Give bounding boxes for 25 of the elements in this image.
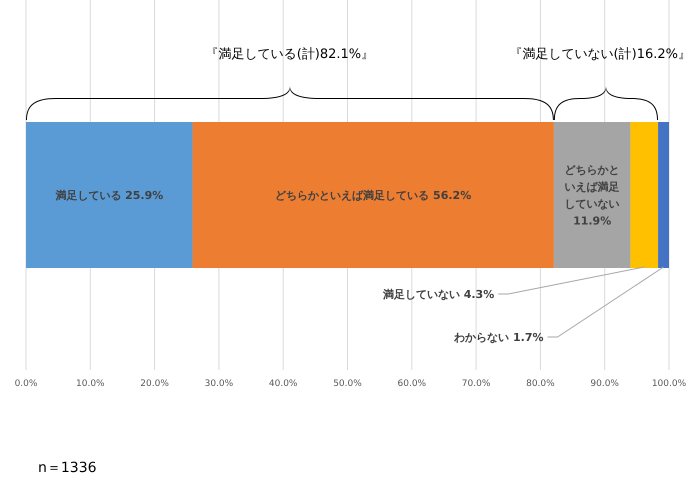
x-tick-label: 30.0% [204,379,234,389]
x-tick-label: 50.0% [333,379,362,389]
data-label: 11.9% [573,214,612,228]
text: n＝1336 [38,460,97,476]
bar [658,122,669,268]
annotation: 『満足していない(計)16.2%』 [510,47,691,62]
x-tick-label: 10.0% [76,379,106,389]
text: 満足している 25.9% [55,189,164,202]
x-tick-label: 80.0% [526,379,556,389]
bar [26,122,193,268]
annotation: 『満足している(計)82.1%』 [206,47,374,62]
x-tick-label: 60.0% [398,379,427,389]
x-tick-label: 70.0% [462,379,491,389]
bar [554,122,630,268]
text: どちらかといえば満足している 56.2% [275,189,472,202]
x-tick-label: 0.0% [14,379,38,389]
bar [192,122,554,268]
x-tick-label: 90.0% [590,379,620,389]
series-label: どちらかといえば満足していない [564,164,620,210]
x-tick-label: 20.0% [140,379,170,389]
bar [630,122,658,268]
text: 満足していない 4.3% [382,288,494,301]
x-tick-label: 100.0% [652,379,687,389]
x-tick-label: 40.0% [268,379,298,389]
text: わからない 1.7% [454,331,544,344]
